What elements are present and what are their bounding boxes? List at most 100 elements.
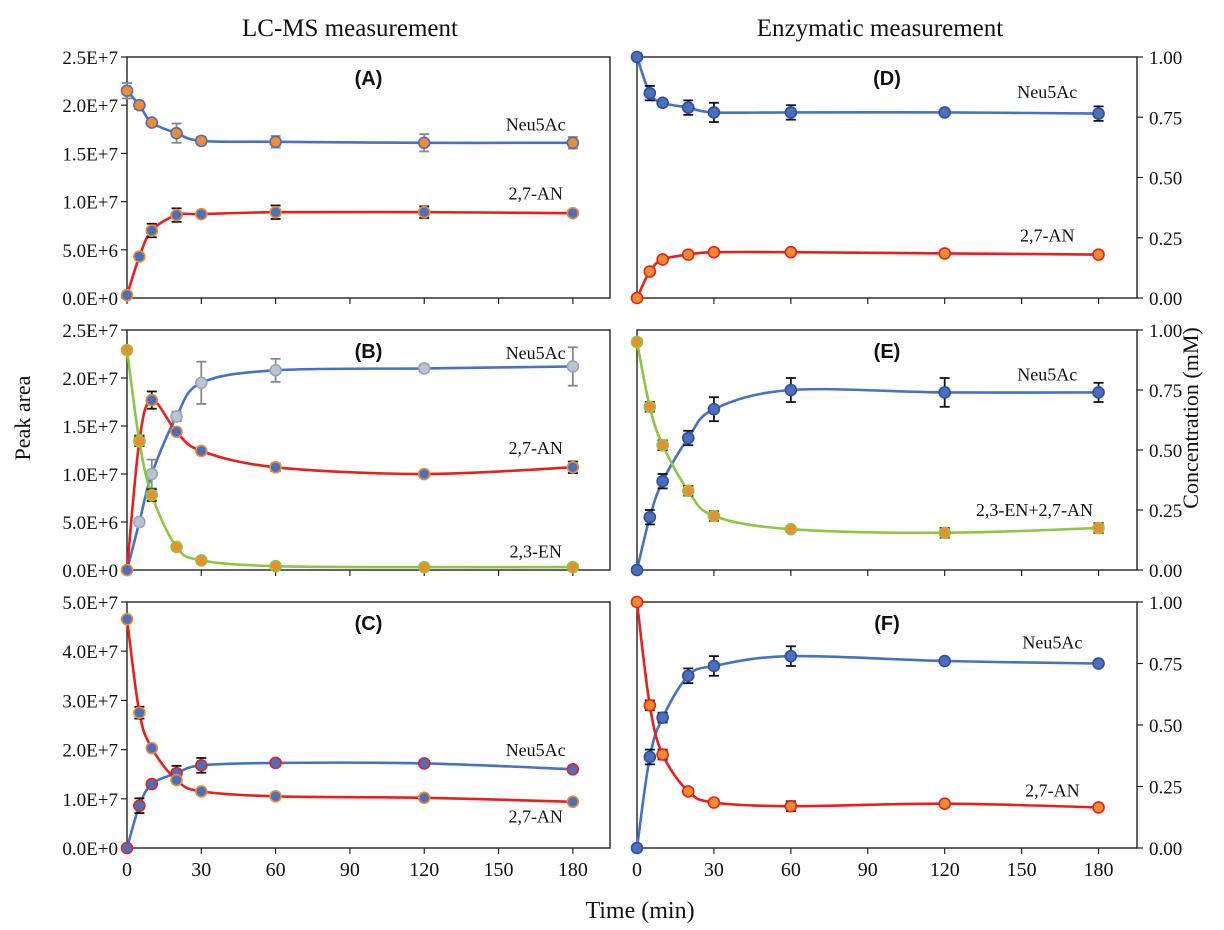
data-point xyxy=(133,706,146,720)
series-label: Neu5Ac xyxy=(1017,82,1077,102)
data-point xyxy=(145,777,159,791)
data-point xyxy=(1092,248,1105,261)
series-label: 2,7-AN xyxy=(1025,780,1080,800)
data-point xyxy=(145,224,159,237)
panel-label: (C) xyxy=(355,613,383,635)
x-tick-label: 90 xyxy=(340,859,360,881)
data-point xyxy=(145,393,159,407)
data-point xyxy=(681,484,695,498)
series-line xyxy=(635,387,1099,571)
data-point xyxy=(145,488,159,502)
x-tick-label: 180 xyxy=(1084,859,1114,881)
data-point xyxy=(643,400,657,414)
data-point xyxy=(120,612,134,626)
header-lcms: LC-MS measurement xyxy=(242,15,458,42)
y-tick-label: 0.0E+0 xyxy=(62,561,118,582)
panel-e: 0.00 0.25 0.50 0.75 1.00 (E) Neu5Ac 2,3-EN+2,7-… xyxy=(630,321,1182,582)
x-axis-label: Time (min) xyxy=(585,898,694,924)
data-point xyxy=(566,560,580,574)
y-tick-label: 1.0E+7 xyxy=(62,790,118,811)
data-point xyxy=(707,245,721,259)
data-point xyxy=(195,785,208,798)
y-tick-label: 2.0E+7 xyxy=(62,741,118,762)
x-tick-label: 0 xyxy=(632,859,642,881)
data-point xyxy=(784,522,798,536)
data-point xyxy=(417,791,431,805)
x-tick-label: 150 xyxy=(484,859,514,881)
series-label: Neu5Ac xyxy=(506,740,566,760)
data-point xyxy=(681,669,695,683)
data-point xyxy=(566,795,580,809)
y-tick-label: 0.25 xyxy=(1149,229,1182,250)
panel-label: (D) xyxy=(873,68,901,90)
y-tick-label: 4.0E+7 xyxy=(62,642,118,663)
y-tick-label: 0.00 xyxy=(1149,561,1182,582)
data-point xyxy=(133,799,146,812)
data-point xyxy=(1092,521,1105,535)
data-point xyxy=(269,756,282,770)
data-point xyxy=(656,474,669,488)
series-line xyxy=(125,761,573,849)
data-point xyxy=(145,741,159,755)
data-point xyxy=(417,136,431,150)
y-tick-label: 0.0E+0 xyxy=(62,839,118,860)
y-tick-label: 2.0E+7 xyxy=(62,96,118,117)
panels-group: 0.0E+0 5.0E+6 1.0E+7 1.5E+7 2.0E+7 2.5E+7 (A) N… xyxy=(62,48,1182,881)
data-point xyxy=(269,460,282,474)
data-point xyxy=(707,796,721,809)
data-point xyxy=(170,773,183,787)
data-point xyxy=(1092,386,1105,399)
y-axis-label-left: Peak area xyxy=(10,375,35,460)
data-point xyxy=(630,841,644,855)
plot-frame xyxy=(126,329,611,571)
y-tick-label: 5.0E+6 xyxy=(62,513,118,534)
data-point xyxy=(643,750,657,764)
data-point xyxy=(417,560,431,574)
y-tick-label: 0.75 xyxy=(1149,381,1182,402)
data-point xyxy=(120,84,134,98)
data-point xyxy=(681,431,695,445)
data-point xyxy=(938,106,951,119)
x-tick-label: 90 xyxy=(858,859,878,881)
y-tick-label: 0.0E+0 xyxy=(62,289,118,310)
y-tick-label: 5.0E+6 xyxy=(62,241,118,262)
y-tick-label: 0.75 xyxy=(1149,108,1182,129)
series-label: 2,3-EN xyxy=(509,542,562,562)
data-point xyxy=(938,526,951,540)
series-2-7-an: 2,7-AN xyxy=(630,225,1105,305)
data-point xyxy=(417,205,431,219)
series-neu5ac: Neu5Ac xyxy=(630,50,1105,123)
x-tick-label: 120 xyxy=(930,859,960,881)
data-point xyxy=(656,438,669,452)
series-label: 2,3-EN+2,7-AN xyxy=(976,500,1093,520)
x-tick-label: 60 xyxy=(266,859,286,881)
panel-b: 0.0E+0 5.0E+6 1.0E+7 1.5E+7 2.0E+7 2.5E+7 (B) N… xyxy=(62,321,611,582)
data-point xyxy=(707,659,721,673)
y-tick-label: 2.5E+7 xyxy=(62,48,118,69)
series-label: 2,7-AN xyxy=(508,438,563,458)
y-tick-label: 0.25 xyxy=(1149,501,1182,522)
data-point xyxy=(195,207,208,221)
series-label: Neu5Ac xyxy=(506,343,566,363)
panel-label: (B) xyxy=(355,341,383,363)
data-point xyxy=(784,245,798,259)
header-enzymatic: Enzymatic measurement xyxy=(757,15,1003,42)
data-point xyxy=(938,654,951,668)
data-point xyxy=(417,362,431,375)
data-point xyxy=(681,248,695,261)
y-axis-label-right: Concentration (mM) xyxy=(1178,327,1203,508)
data-point xyxy=(133,250,146,263)
data-point xyxy=(1092,107,1105,120)
series-label: Neu5Ac xyxy=(1022,633,1082,653)
data-point xyxy=(417,757,431,770)
y-tick-label: 0.00 xyxy=(1149,289,1182,310)
series-neu5ac: Neu5Ac xyxy=(630,633,1105,855)
data-point xyxy=(145,116,159,129)
panel-d: 0.00 0.25 0.50 0.75 1.00 (D) Neu5Ac 2,7-AN xyxy=(630,48,1182,310)
data-point xyxy=(630,563,644,577)
data-point xyxy=(643,699,657,712)
y-tick-label: 0.25 xyxy=(1149,778,1182,799)
y-tick-label: 1.5E+7 xyxy=(62,417,118,438)
data-point xyxy=(784,799,798,813)
